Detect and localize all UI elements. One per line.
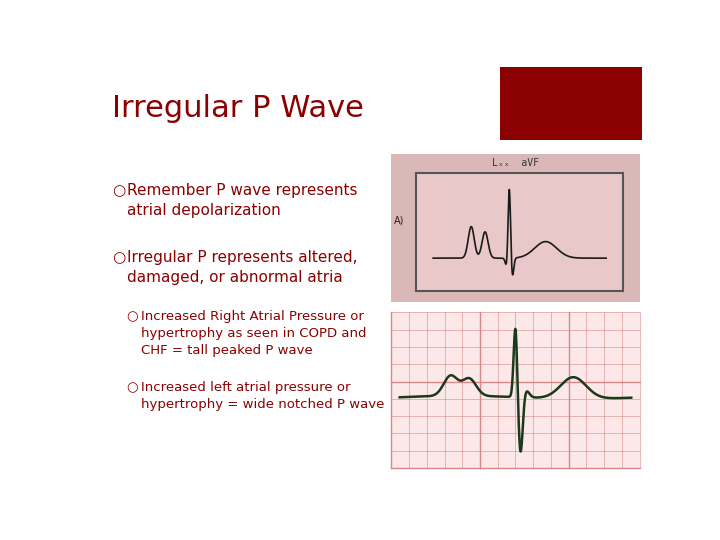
Text: ○: ○ [126, 381, 138, 394]
Text: Lₓₓ  aVF: Lₓₓ aVF [492, 158, 539, 168]
Bar [500, 67, 642, 140]
Text: ○: ○ [126, 310, 138, 323]
Bar [416, 173, 623, 292]
Text: Irregular P Wave: Irregular P Wave [112, 94, 364, 123]
Text: ○: ○ [112, 183, 125, 198]
Bar [392, 154, 639, 302]
Text: ○: ○ [112, 250, 125, 265]
Text: Remember P wave represents
atrial depolarization: Remember P wave represents atrial depola… [127, 183, 357, 218]
Text: Increased left atrial pressure or
hypertrophy = wide notched P wave: Increased left atrial pressure or hypert… [141, 381, 384, 411]
Bar [392, 312, 639, 468]
Text: A): A) [394, 215, 405, 226]
Text: Increased Right Atrial Pressure or
hypertrophy as seen in COPD and
CHF = tall pe: Increased Right Atrial Pressure or hyper… [141, 310, 366, 357]
Text: Irregular P represents altered,
damaged, or abnormal atria: Irregular P represents altered, damaged,… [127, 250, 357, 285]
